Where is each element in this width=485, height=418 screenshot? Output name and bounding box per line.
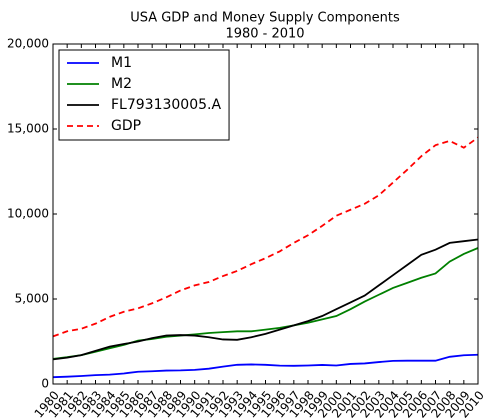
legend-box [58,49,230,141]
legend-label: M1 [111,55,132,71]
series-line [52,247,479,360]
series-line [52,238,479,361]
plot-frame [52,43,479,385]
chart-title: USA GDP and Money Supply Components [130,11,400,26]
legend-label: M2 [111,76,132,92]
y-tick-label: 20,000 [7,37,49,51]
series-line [52,136,479,338]
legend-label: GDP [111,118,141,134]
y-tick-label: 15,000 [7,122,49,136]
legend: M1 M2 FL793130005.A GDP [58,49,230,141]
chart-subtitle: 1980 - 2010 [225,27,304,42]
y-tick-label: 10,000 [7,207,49,221]
legend-label: FL793130005.A [111,97,221,113]
series-line [52,353,479,379]
y-tick-label: 5,000 [15,292,49,306]
y-tick-label: 0 [41,377,49,391]
